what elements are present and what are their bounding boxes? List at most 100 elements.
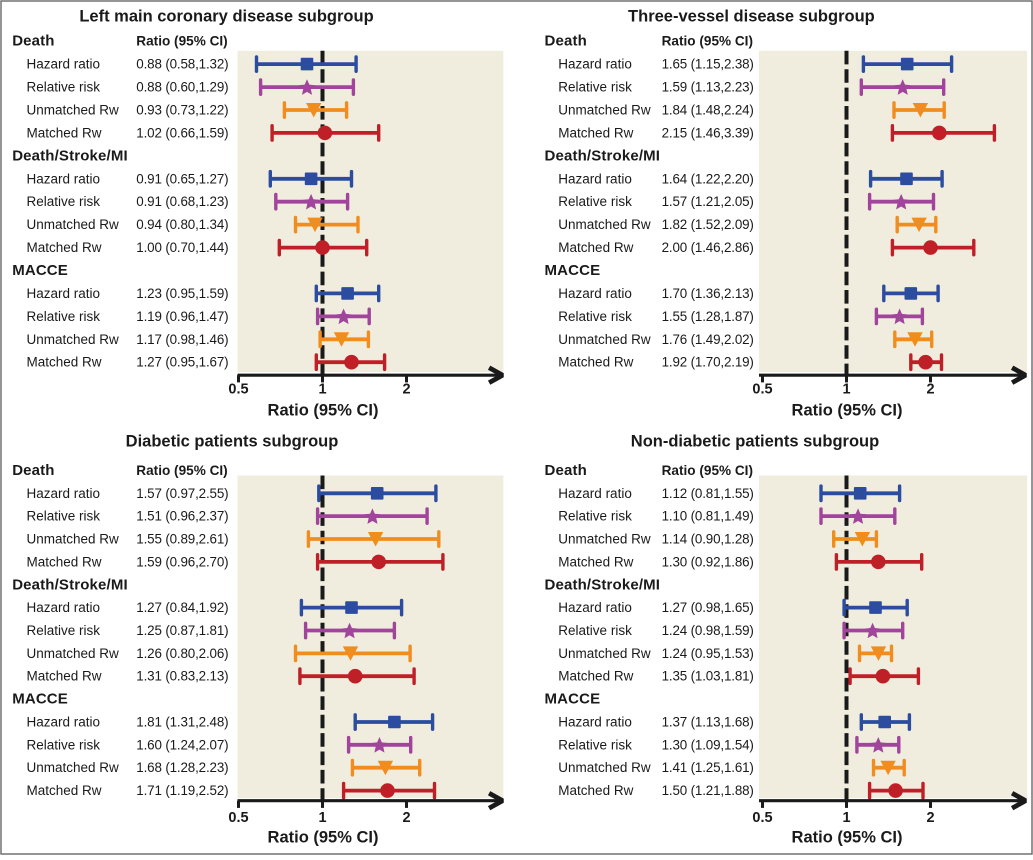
svg-text:1.55 (0.89,2.61): 1.55 (0.89,2.61)	[136, 532, 228, 547]
svg-text:0.94 (0.80,1.34): 0.94 (0.80,1.34)	[136, 217, 228, 232]
svg-text:1.51 (0.96,2.37): 1.51 (0.96,2.37)	[136, 509, 228, 524]
svg-text:1.71 (1.19,2.52): 1.71 (1.19,2.52)	[136, 783, 228, 798]
svg-text:2.15 (1.46,3.39): 2.15 (1.46,3.39)	[662, 125, 754, 140]
svg-text:1.76 (1.49,2.02): 1.76 (1.49,2.02)	[662, 332, 754, 347]
svg-text:MACCE: MACCE	[545, 262, 601, 279]
svg-text:Relative risk: Relative risk	[558, 194, 632, 209]
svg-text:Hazard ratio: Hazard ratio	[27, 486, 101, 501]
svg-text:1: 1	[318, 381, 326, 397]
svg-text:1.41 (1.25,1.61): 1.41 (1.25,1.61)	[662, 760, 754, 775]
svg-text:1.30 (0.92,1.86): 1.30 (0.92,1.86)	[662, 554, 754, 569]
svg-text:Death/Stroke/MI: Death/Stroke/MI	[12, 147, 128, 164]
svg-text:Death: Death	[12, 462, 54, 479]
svg-text:Unmatched Rw: Unmatched Rw	[27, 760, 120, 775]
svg-text:Hazard ratio: Hazard ratio	[27, 600, 101, 615]
svg-text:Death/Stroke/MI: Death/Stroke/MI	[12, 576, 128, 593]
svg-text:0.88 (0.58,1.32): 0.88 (0.58,1.32)	[136, 57, 228, 72]
svg-text:1.24 (0.95,1.53): 1.24 (0.95,1.53)	[662, 646, 754, 661]
svg-text:Hazard ratio: Hazard ratio	[558, 286, 632, 301]
svg-text:1.68 (1.28,2.23): 1.68 (1.28,2.23)	[136, 760, 228, 775]
svg-text:Ratio (95% CI): Ratio (95% CI)	[792, 829, 903, 847]
svg-text:Hazard ratio: Hazard ratio	[27, 715, 101, 730]
svg-text:1.25 (0.87,1.81): 1.25 (0.87,1.81)	[136, 623, 228, 638]
svg-text:1.00 (0.70,1.44): 1.00 (0.70,1.44)	[136, 240, 228, 255]
svg-text:Relative risk: Relative risk	[27, 737, 101, 752]
svg-text:Unmatched Rw: Unmatched Rw	[27, 217, 120, 232]
svg-text:1.64 (1.22,2.20): 1.64 (1.22,2.20)	[662, 171, 754, 186]
svg-text:1.10 (0.81,1.49): 1.10 (0.81,1.49)	[662, 509, 754, 524]
svg-text:1.59 (0.96,2.70): 1.59 (0.96,2.70)	[136, 554, 228, 569]
svg-text:0.91 (0.68,1.23): 0.91 (0.68,1.23)	[136, 194, 228, 209]
svg-text:1.92 (1.70,2.19): 1.92 (1.70,2.19)	[662, 355, 754, 370]
svg-text:0.93 (0.73,1.22): 0.93 (0.73,1.22)	[136, 103, 228, 118]
svg-text:0.5: 0.5	[228, 810, 248, 826]
svg-text:Relative risk: Relative risk	[27, 623, 101, 638]
svg-text:Ratio (95% CI): Ratio (95% CI)	[268, 829, 379, 847]
svg-text:2: 2	[926, 381, 934, 397]
svg-text:Ratio (95% CI): Ratio (95% CI)	[792, 401, 903, 419]
svg-text:1.12 (0.81,1.55): 1.12 (0.81,1.55)	[662, 486, 754, 501]
svg-text:1.17 (0.98,1.46): 1.17 (0.98,1.46)	[136, 332, 228, 347]
svg-text:Ratio (95% CI): Ratio (95% CI)	[662, 463, 753, 478]
svg-text:0.91 (0.65,1.27): 0.91 (0.65,1.27)	[136, 171, 228, 186]
svg-text:Hazard ratio: Hazard ratio	[558, 486, 632, 501]
svg-text:Unmatched Rw: Unmatched Rw	[558, 532, 651, 547]
svg-text:1.14 (0.90,1.28): 1.14 (0.90,1.28)	[662, 532, 754, 547]
svg-text:MACCE: MACCE	[545, 691, 601, 708]
svg-text:Relative risk: Relative risk	[27, 80, 101, 95]
svg-text:Ratio (95% CI): Ratio (95% CI)	[662, 34, 753, 49]
svg-text:Matched Rw: Matched Rw	[27, 240, 102, 255]
svg-text:Matched Rw: Matched Rw	[27, 783, 102, 798]
svg-text:Unmatched Rw: Unmatched Rw	[558, 332, 651, 347]
svg-text:Unmatched Rw: Unmatched Rw	[27, 103, 120, 118]
svg-text:2: 2	[402, 810, 410, 826]
svg-text:Relative risk: Relative risk	[27, 194, 101, 209]
svg-text:Unmatched Rw: Unmatched Rw	[558, 217, 651, 232]
svg-text:1.65 (1.15,2.38): 1.65 (1.15,2.38)	[662, 57, 754, 72]
svg-text:Relative risk: Relative risk	[558, 509, 632, 524]
svg-text:Hazard ratio: Hazard ratio	[27, 57, 101, 72]
svg-text:Matched Rw: Matched Rw	[27, 554, 102, 569]
svg-text:1.24 (0.98,1.59): 1.24 (0.98,1.59)	[662, 623, 754, 638]
svg-text:Death: Death	[12, 33, 54, 50]
svg-text:1: 1	[842, 810, 850, 826]
svg-text:1: 1	[318, 810, 326, 826]
svg-text:1.57 (1.21,2.05): 1.57 (1.21,2.05)	[662, 194, 754, 209]
svg-text:0.88 (0.60,1.29): 0.88 (0.60,1.29)	[136, 80, 228, 95]
svg-text:1.26 (0.80,2.06): 1.26 (0.80,2.06)	[136, 646, 228, 661]
svg-text:Unmatched Rw: Unmatched Rw	[27, 646, 120, 661]
svg-text:0.5: 0.5	[752, 810, 772, 826]
svg-text:1.27 (0.95,1.67): 1.27 (0.95,1.67)	[136, 355, 228, 370]
svg-text:Left main coronary disease sub: Left main coronary disease subgroup	[79, 8, 373, 26]
svg-text:Matched Rw: Matched Rw	[558, 783, 633, 798]
svg-text:1.27 (0.84,1.92): 1.27 (0.84,1.92)	[136, 600, 228, 615]
svg-text:Hazard ratio: Hazard ratio	[558, 715, 632, 730]
svg-text:1.37 (1.13,1.68): 1.37 (1.13,1.68)	[662, 715, 754, 730]
svg-text:Relative risk: Relative risk	[27, 309, 101, 324]
svg-text:0.5: 0.5	[752, 381, 772, 397]
svg-text:Non-diabetic patients subgroup: Non-diabetic patients subgroup	[631, 432, 879, 450]
svg-text:1.02 (0.66,1.59): 1.02 (0.66,1.59)	[136, 125, 228, 140]
svg-text:1.23 (0.95,1.59): 1.23 (0.95,1.59)	[136, 286, 228, 301]
svg-text:Unmatched Rw: Unmatched Rw	[558, 103, 651, 118]
svg-text:1.59 (1.13,2.23): 1.59 (1.13,2.23)	[662, 80, 754, 95]
svg-text:Hazard ratio: Hazard ratio	[558, 57, 632, 72]
svg-text:Hazard ratio: Hazard ratio	[27, 286, 101, 301]
svg-text:Matched Rw: Matched Rw	[27, 669, 102, 684]
svg-text:Relative risk: Relative risk	[558, 623, 632, 638]
svg-text:Hazard ratio: Hazard ratio	[558, 600, 632, 615]
svg-text:Diabetic patients subgroup: Diabetic patients subgroup	[126, 432, 339, 450]
svg-text:Matched Rw: Matched Rw	[27, 125, 102, 140]
svg-text:1.19 (0.96,1.47): 1.19 (0.96,1.47)	[136, 309, 228, 324]
svg-text:1.27 (0.98,1.65): 1.27 (0.98,1.65)	[662, 600, 754, 615]
svg-text:1.57 (0.97,2.55): 1.57 (0.97,2.55)	[136, 486, 228, 501]
svg-text:Unmatched Rw: Unmatched Rw	[27, 332, 120, 347]
svg-text:Death: Death	[545, 33, 587, 50]
svg-text:Matched Rw: Matched Rw	[558, 125, 633, 140]
svg-text:Relative risk: Relative risk	[558, 737, 632, 752]
svg-text:Matched Rw: Matched Rw	[558, 240, 633, 255]
svg-text:Death: Death	[545, 462, 587, 479]
svg-text:Matched Rw: Matched Rw	[27, 355, 102, 370]
svg-text:1.30 (1.09,1.54): 1.30 (1.09,1.54)	[662, 737, 754, 752]
svg-text:1.81 (1.31,2.48): 1.81 (1.31,2.48)	[136, 715, 228, 730]
